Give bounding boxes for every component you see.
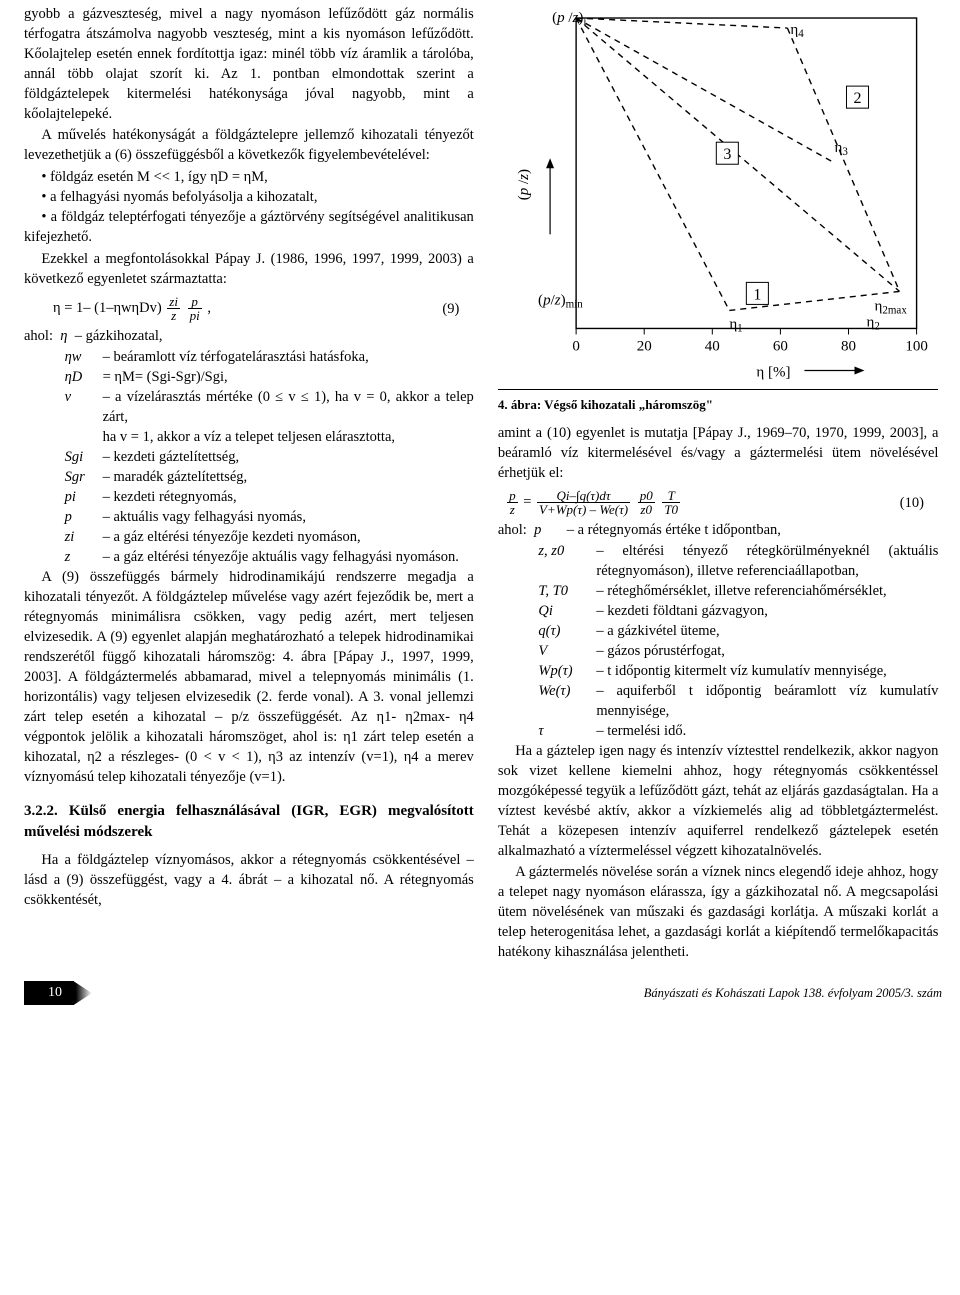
equation-9: η = 1– (1–ηwηDv) ziz ppi , (9) <box>24 295 474 322</box>
equation-10: pz = Qi–∫q(τ)dτV+Wp(τ) – We(τ) p0z0 TT0 … <box>498 489 939 516</box>
section-heading: 3.2.2. Külső energia felhasználásával (I… <box>24 801 474 842</box>
page-number: 10 <box>24 981 74 1004</box>
bullet-list: • földgáz esetén M << 1, így ηD = ηM, • … <box>24 167 474 247</box>
bullet: • a felhagyási nyomás befolyásolja a kih… <box>24 187 474 207</box>
bullet: • földgáz esetén M << 1, így ηD = ηM, <box>24 167 474 187</box>
svg-text:80: 80 <box>841 338 856 354</box>
left-column: gyobb a gázveszteség, mivel a nagy nyomá… <box>24 4 474 963</box>
svg-text:(p /z): (p /z) <box>516 169 532 200</box>
right-column: 0 20 40 60 80 100 <box>498 4 939 963</box>
figure-caption: 4. ábra: Végső kihozatali „háromszög" <box>498 396 939 414</box>
journal-line: Bányászati és Kohászati Lapok 138. évfol… <box>644 985 942 1002</box>
para: A (9) összefüggés bármely hidrodinamikáj… <box>24 567 474 787</box>
where-block-right: ahol: p – a rétegnyomás értéke t időpont… <box>498 520 939 741</box>
where-block: ahol: η – gázkihozatal, ηw– beáramlott v… <box>24 326 474 567</box>
svg-text:0: 0 <box>572 338 580 354</box>
svg-text:100: 100 <box>905 338 928 354</box>
eq-number: (10) <box>900 493 939 513</box>
para: Ha a földgáztelep víznyomásos, akkor a r… <box>24 850 474 910</box>
bullet: • a földgáz teleptérfogati tényezője a g… <box>24 207 474 247</box>
para: Ezekkel a megfontolásokkal Pápay J. (198… <box>24 249 474 289</box>
para: A gáztermelés növelése során a víznek ni… <box>498 862 939 962</box>
svg-text:η [%]: η [%] <box>756 365 790 381</box>
para: amint a (10) egyenlet is mutatja [Pápay … <box>498 423 939 483</box>
para: Ha a gáztelep igen nagy és intenzív vízt… <box>498 741 939 861</box>
figure-4: 0 20 40 60 80 100 <box>498 4 939 413</box>
svg-text:2: 2 <box>853 90 861 107</box>
page-footer: 10 Bányászati és Kohászati Lapok 138. év… <box>24 981 942 1004</box>
svg-text:20: 20 <box>637 338 652 354</box>
kihozatali-triangle-chart: 0 20 40 60 80 100 <box>498 4 939 385</box>
svg-text:(p /z)i: (p /z)i <box>552 10 586 28</box>
svg-text:1: 1 <box>753 286 761 303</box>
svg-text:60: 60 <box>773 338 788 354</box>
para: gyobb a gázveszteség, mivel a nagy nyomá… <box>24 4 474 124</box>
svg-text:40: 40 <box>705 338 720 354</box>
para: A művelés hatékonyságát a földgáztelepre… <box>24 125 474 165</box>
svg-text:3: 3 <box>723 146 731 163</box>
eq-number: (9) <box>442 299 473 319</box>
